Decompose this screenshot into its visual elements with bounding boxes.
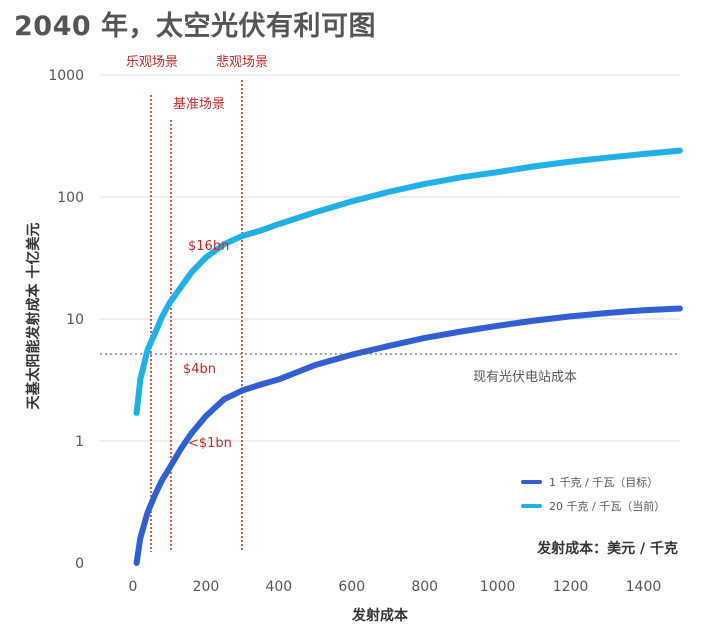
series-line-2 — [133, 147, 683, 416]
x-tick-label: 200 — [193, 579, 220, 595]
annotations: $16bn $4bn <$1bn — [183, 239, 232, 451]
x-tick-label: 800 — [411, 579, 438, 595]
grid-lines — [100, 74, 680, 442]
scenario-label: 基准场景 — [173, 97, 225, 112]
y-tick-label: 10 — [66, 312, 84, 328]
y-tick-label: 1 — [75, 434, 84, 450]
annotation-label: <$1bn — [188, 436, 232, 451]
legend: 1 千克 / 千瓦（目标） 20 千克 / 千瓦（当前） — [521, 475, 665, 513]
legend-label: 20 千克 / 千瓦（当前） — [549, 499, 665, 513]
y-tick-labels: 0 1 10 100 1000 — [48, 68, 84, 572]
x-tick-label: 1000 — [480, 579, 516, 595]
x-tick-label: 1400 — [626, 579, 662, 595]
x-tick-label: 0 — [129, 579, 138, 595]
reference-line-group: 现有光伏电站成本 — [100, 353, 680, 385]
y-tick-label: 1000 — [48, 68, 84, 84]
annotation-label: $4bn — [183, 362, 216, 377]
scenario-label: 悲观场景 — [216, 54, 268, 70]
legend-label: 1 千克 / 千瓦（目标） — [549, 475, 658, 489]
x-tick-label: 1200 — [553, 579, 589, 595]
series-lines — [133, 147, 683, 566]
x-tick-labels: 0 200 400 600 800 1000 1200 1400 — [129, 579, 662, 595]
y-tick-label: 0 — [75, 556, 84, 572]
unit-note: 发射成本：美元 / 千克 — [536, 540, 678, 557]
y-tick-label: 100 — [57, 190, 84, 206]
x-tick-label: 600 — [338, 579, 365, 595]
chart-title: 2040 年，太空光伏有利可图 — [14, 11, 377, 42]
series-line-1 — [133, 305, 683, 566]
reference-line-label: 现有光伏电站成本 — [473, 370, 577, 385]
scenario-label: 乐观场景 — [126, 55, 178, 70]
y-axis-label: 天基太阳能发射成本 十亿美元 — [25, 223, 42, 410]
annotation-label: $16bn — [188, 239, 229, 254]
x-axis-label: 发射成本 — [351, 607, 409, 624]
x-tick-label: 400 — [265, 579, 292, 595]
